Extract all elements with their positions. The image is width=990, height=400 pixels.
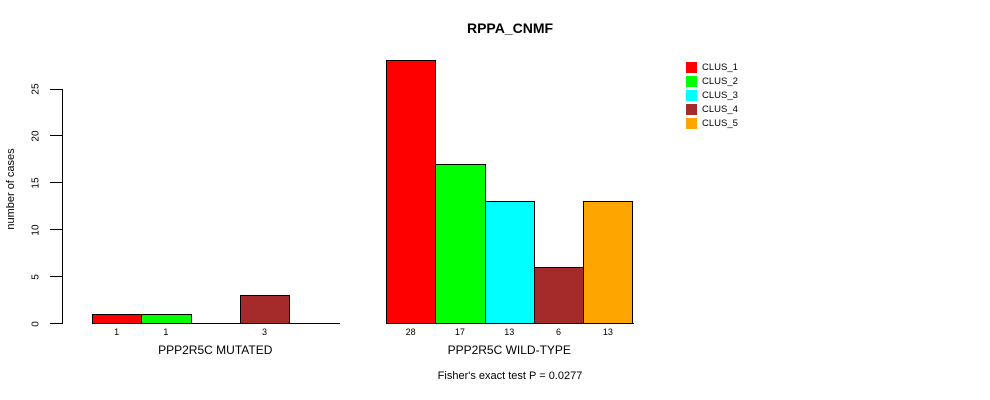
legend-label: CLUS_3	[702, 89, 738, 101]
bar-value-label: 3	[262, 327, 268, 337]
y-axis-tick	[50, 276, 62, 278]
bar-clus_4	[533, 267, 585, 324]
group-label: PPP2R5C WILD-TYPE	[447, 343, 571, 357]
y-axis-label: number of cases	[5, 148, 17, 230]
bar-value-label: 17	[454, 327, 465, 337]
annotation-text: Fisher's exact test P = 0.0277	[437, 370, 583, 382]
bar-clus_4	[239, 295, 291, 324]
y-axis-line	[62, 88, 63, 324]
y-axis-tick	[50, 229, 62, 231]
legend-label: CLUS_5	[702, 118, 738, 130]
chart-title: RPPA_CNMF	[466, 20, 554, 36]
legend-item: CLUS_5	[686, 117, 738, 131]
bar-value-label: 13	[504, 327, 515, 337]
legend-label: CLUS_1	[702, 61, 738, 73]
bar-clus_1	[92, 314, 143, 324]
y-axis-tick	[50, 182, 62, 184]
y-axis-tick-label: 25	[30, 83, 42, 95]
legend-swatch-clus_2	[686, 75, 697, 87]
y-axis-tick	[50, 135, 62, 137]
bar-value-label: 1	[163, 327, 169, 337]
legend-swatch-clus_3	[686, 89, 697, 101]
legend-item: CLUS_1	[686, 60, 738, 74]
bar-value-label: 28	[405, 327, 416, 337]
bar-value-label: 13	[602, 327, 613, 337]
legend-swatch-clus_1	[686, 61, 697, 73]
legend-item: CLUS_3	[686, 88, 738, 102]
bar-clus_3	[484, 201, 535, 324]
y-axis-tick-label: 10	[30, 224, 42, 236]
y-axis-tick	[50, 323, 62, 324]
legend-label: CLUS_2	[702, 75, 738, 87]
bar-clus_2	[141, 314, 192, 324]
y-axis-tick-label: 5	[30, 273, 42, 280]
legend-label: CLUS_4	[702, 104, 738, 116]
bar-value-label: 1	[114, 327, 120, 337]
y-axis-tick-label: 15	[30, 177, 42, 189]
legend-item: CLUS_2	[686, 74, 738, 88]
legend-swatch-clus_4	[686, 104, 697, 116]
x-axis-line	[92, 323, 340, 324]
bar-clus_1	[386, 60, 437, 324]
y-axis-tick-label: 0	[30, 320, 42, 327]
legend-swatch-clus_5	[686, 118, 697, 130]
y-axis-tick	[50, 88, 62, 90]
bar-clus_2	[435, 164, 486, 324]
legend: CLUS_1 CLUS_2 CLUS_3 CLUS_4 CLUS_5	[686, 60, 738, 131]
legend-item: CLUS_4	[686, 103, 738, 117]
bar-clus_5	[583, 201, 634, 324]
bar-value-label: 6	[556, 327, 562, 337]
y-axis-tick-label: 20	[30, 130, 42, 142]
group-label: PPP2R5C MUTATED	[158, 343, 273, 357]
